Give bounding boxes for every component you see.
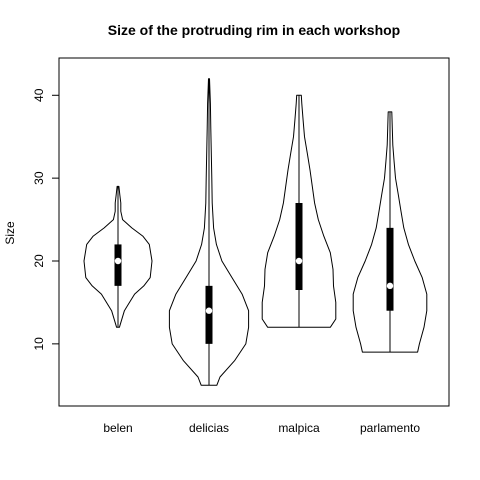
- iqr-box-malpica: [295, 203, 303, 290]
- x-tick-label-delicias: delicias: [189, 421, 229, 435]
- y-axis-label: Size: [3, 221, 17, 245]
- violin-delicias: [168, 78, 250, 386]
- y-tick-label-10: 10: [32, 337, 46, 351]
- median-point-belen: [114, 257, 122, 265]
- x-tick-label-malpica: malpica: [278, 421, 320, 435]
- violin-belen: [83, 185, 153, 328]
- plot-area: 10 20 30 40 belen delicias malpica parlamento: [32, 57, 450, 435]
- chart-title: Size of the protruding rim in each works…: [108, 22, 400, 38]
- violin-malpica: [261, 94, 337, 328]
- plot-frame: [58, 57, 450, 407]
- y-tick-label-30: 30: [32, 171, 46, 185]
- y-tick-label-20: 20: [32, 254, 46, 268]
- y-tick-label-40: 40: [32, 88, 46, 102]
- median-point-delicias: [205, 307, 213, 314]
- iqr-box-parlamento: [386, 227, 394, 311]
- x-tick-label-belen: belen: [103, 421, 132, 435]
- violin-parlamento: [352, 111, 428, 353]
- median-point-parlamento: [386, 282, 394, 290]
- iqr-box-belen: [114, 244, 122, 286]
- x-tick-label-parlamento: parlamento: [360, 421, 420, 435]
- iqr-box-delicias: [205, 285, 213, 344]
- median-point-malpica: [295, 257, 303, 265]
